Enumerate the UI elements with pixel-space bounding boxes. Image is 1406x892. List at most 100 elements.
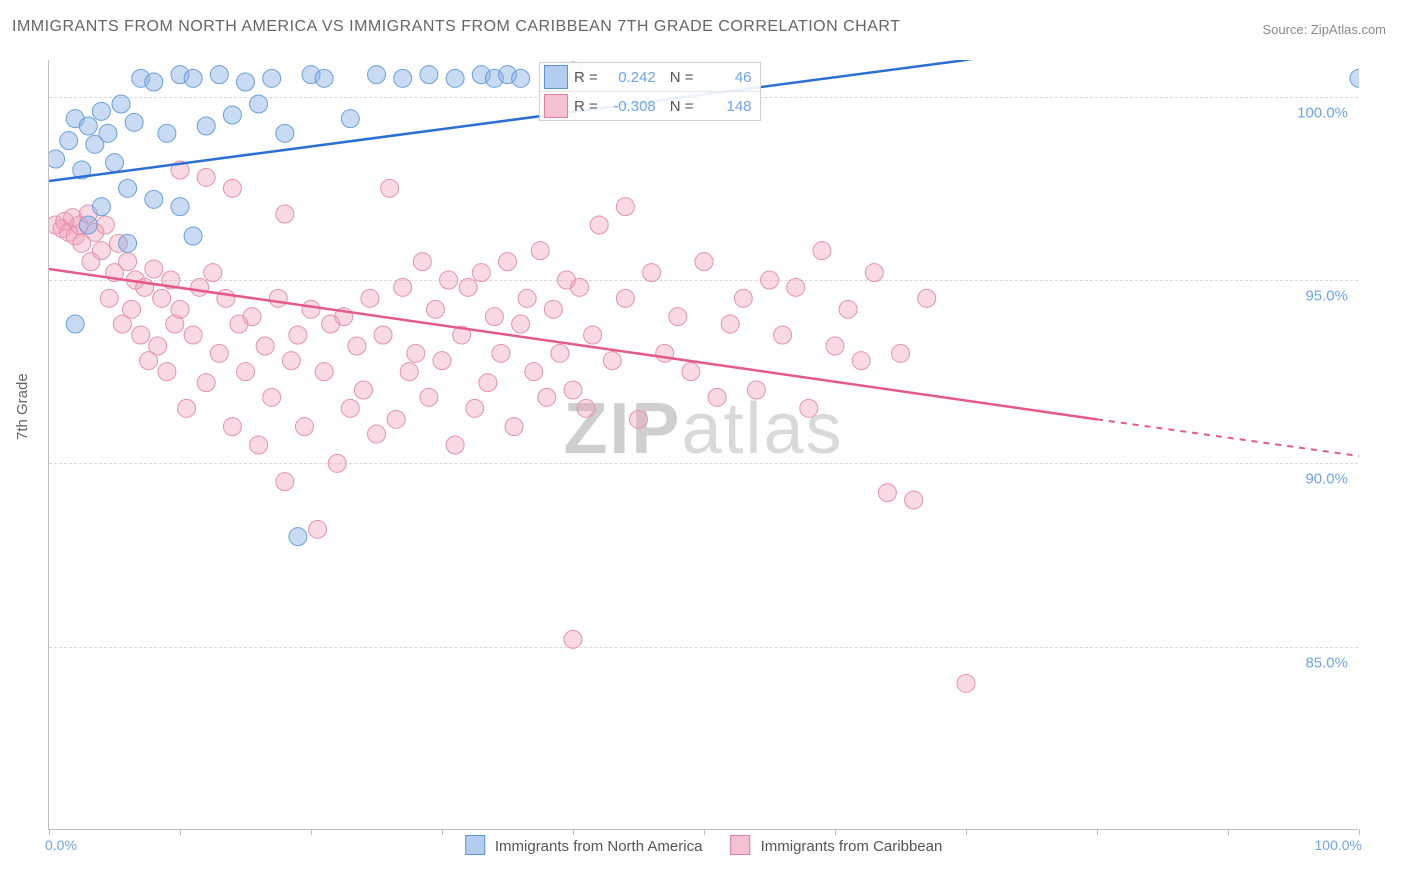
data-point	[210, 344, 228, 362]
data-point	[197, 374, 215, 392]
data-point	[250, 436, 268, 454]
legend-label-car: Immigrants from Caribbean	[761, 838, 943, 855]
data-point	[616, 289, 634, 307]
data-point	[551, 344, 569, 362]
data-point	[734, 289, 752, 307]
data-point	[878, 484, 896, 502]
data-point	[79, 117, 97, 135]
data-point	[171, 300, 189, 318]
data-point	[485, 308, 503, 326]
data-point	[237, 363, 255, 381]
data-point	[656, 344, 674, 362]
data-point	[669, 308, 687, 326]
data-point	[865, 264, 883, 282]
x-tick	[1359, 829, 1360, 835]
data-point	[479, 374, 497, 392]
data-point	[341, 110, 359, 128]
data-point	[348, 337, 366, 355]
data-point	[263, 69, 281, 87]
data-point	[295, 418, 313, 436]
legend-bottom: Immigrants from North America Immigrants…	[465, 835, 943, 855]
data-point	[132, 326, 150, 344]
legend-label-na: Immigrants from North America	[495, 838, 703, 855]
data-point	[149, 337, 167, 355]
data-point	[119, 253, 137, 271]
data-point	[197, 168, 215, 186]
data-point	[210, 66, 228, 84]
data-point	[800, 399, 818, 417]
swatch-car-icon	[544, 94, 568, 118]
data-point	[368, 425, 386, 443]
data-point	[92, 242, 110, 260]
swatch-car-icon	[730, 835, 750, 855]
data-point	[505, 418, 523, 436]
data-point	[49, 150, 65, 168]
data-point	[407, 344, 425, 362]
data-point	[302, 300, 320, 318]
r-value-car: -0.308	[604, 98, 656, 115]
data-point	[256, 337, 274, 355]
data-point	[96, 216, 114, 234]
data-point	[171, 198, 189, 216]
data-point	[761, 271, 779, 289]
data-point	[276, 124, 294, 142]
correlation-legend: R = 0.242 N = 46 R = -0.308 N = 148	[539, 62, 761, 121]
data-point	[191, 278, 209, 296]
data-point	[354, 381, 372, 399]
trend-line-extrapolated	[1097, 419, 1359, 456]
data-point	[525, 363, 543, 381]
data-point	[826, 337, 844, 355]
data-point	[839, 300, 857, 318]
data-point	[217, 289, 235, 307]
data-point	[630, 410, 648, 428]
swatch-na-icon	[465, 835, 485, 855]
data-point	[158, 124, 176, 142]
data-point	[466, 399, 484, 417]
data-point	[145, 260, 163, 278]
data-point	[381, 179, 399, 197]
data-point	[446, 436, 464, 454]
data-point	[512, 69, 530, 87]
data-point	[184, 326, 202, 344]
data-point	[957, 674, 975, 692]
data-point	[446, 69, 464, 87]
data-point	[223, 418, 241, 436]
data-point	[852, 352, 870, 370]
data-point	[394, 278, 412, 296]
data-point	[119, 234, 137, 252]
data-point	[459, 278, 477, 296]
data-point	[892, 344, 910, 362]
data-point	[643, 264, 661, 282]
data-point	[178, 399, 196, 417]
data-point	[387, 410, 405, 428]
data-point	[584, 326, 602, 344]
data-point	[400, 363, 418, 381]
swatch-na-icon	[544, 65, 568, 89]
data-point	[1350, 69, 1359, 87]
data-point	[92, 102, 110, 120]
data-point	[413, 253, 431, 271]
data-point	[184, 69, 202, 87]
data-point	[787, 278, 805, 296]
data-point	[813, 242, 831, 260]
data-point	[721, 315, 739, 333]
data-point	[100, 289, 118, 307]
data-point	[341, 399, 359, 417]
data-point	[440, 271, 458, 289]
data-point	[282, 352, 300, 370]
data-point	[60, 132, 78, 150]
data-point	[119, 179, 137, 197]
data-point	[426, 300, 444, 318]
data-point	[368, 66, 386, 84]
data-point	[66, 315, 84, 333]
data-point	[512, 315, 530, 333]
data-point	[125, 113, 143, 131]
data-point	[682, 363, 700, 381]
data-point	[499, 253, 517, 271]
plot-area: ZIPatlas 85.0%90.0%95.0%100.0% 0.0% 100.…	[48, 60, 1358, 830]
n-value-car: 148	[700, 98, 752, 115]
data-point	[564, 381, 582, 399]
n-label: N =	[670, 69, 694, 86]
data-point	[289, 326, 307, 344]
data-point	[433, 352, 451, 370]
